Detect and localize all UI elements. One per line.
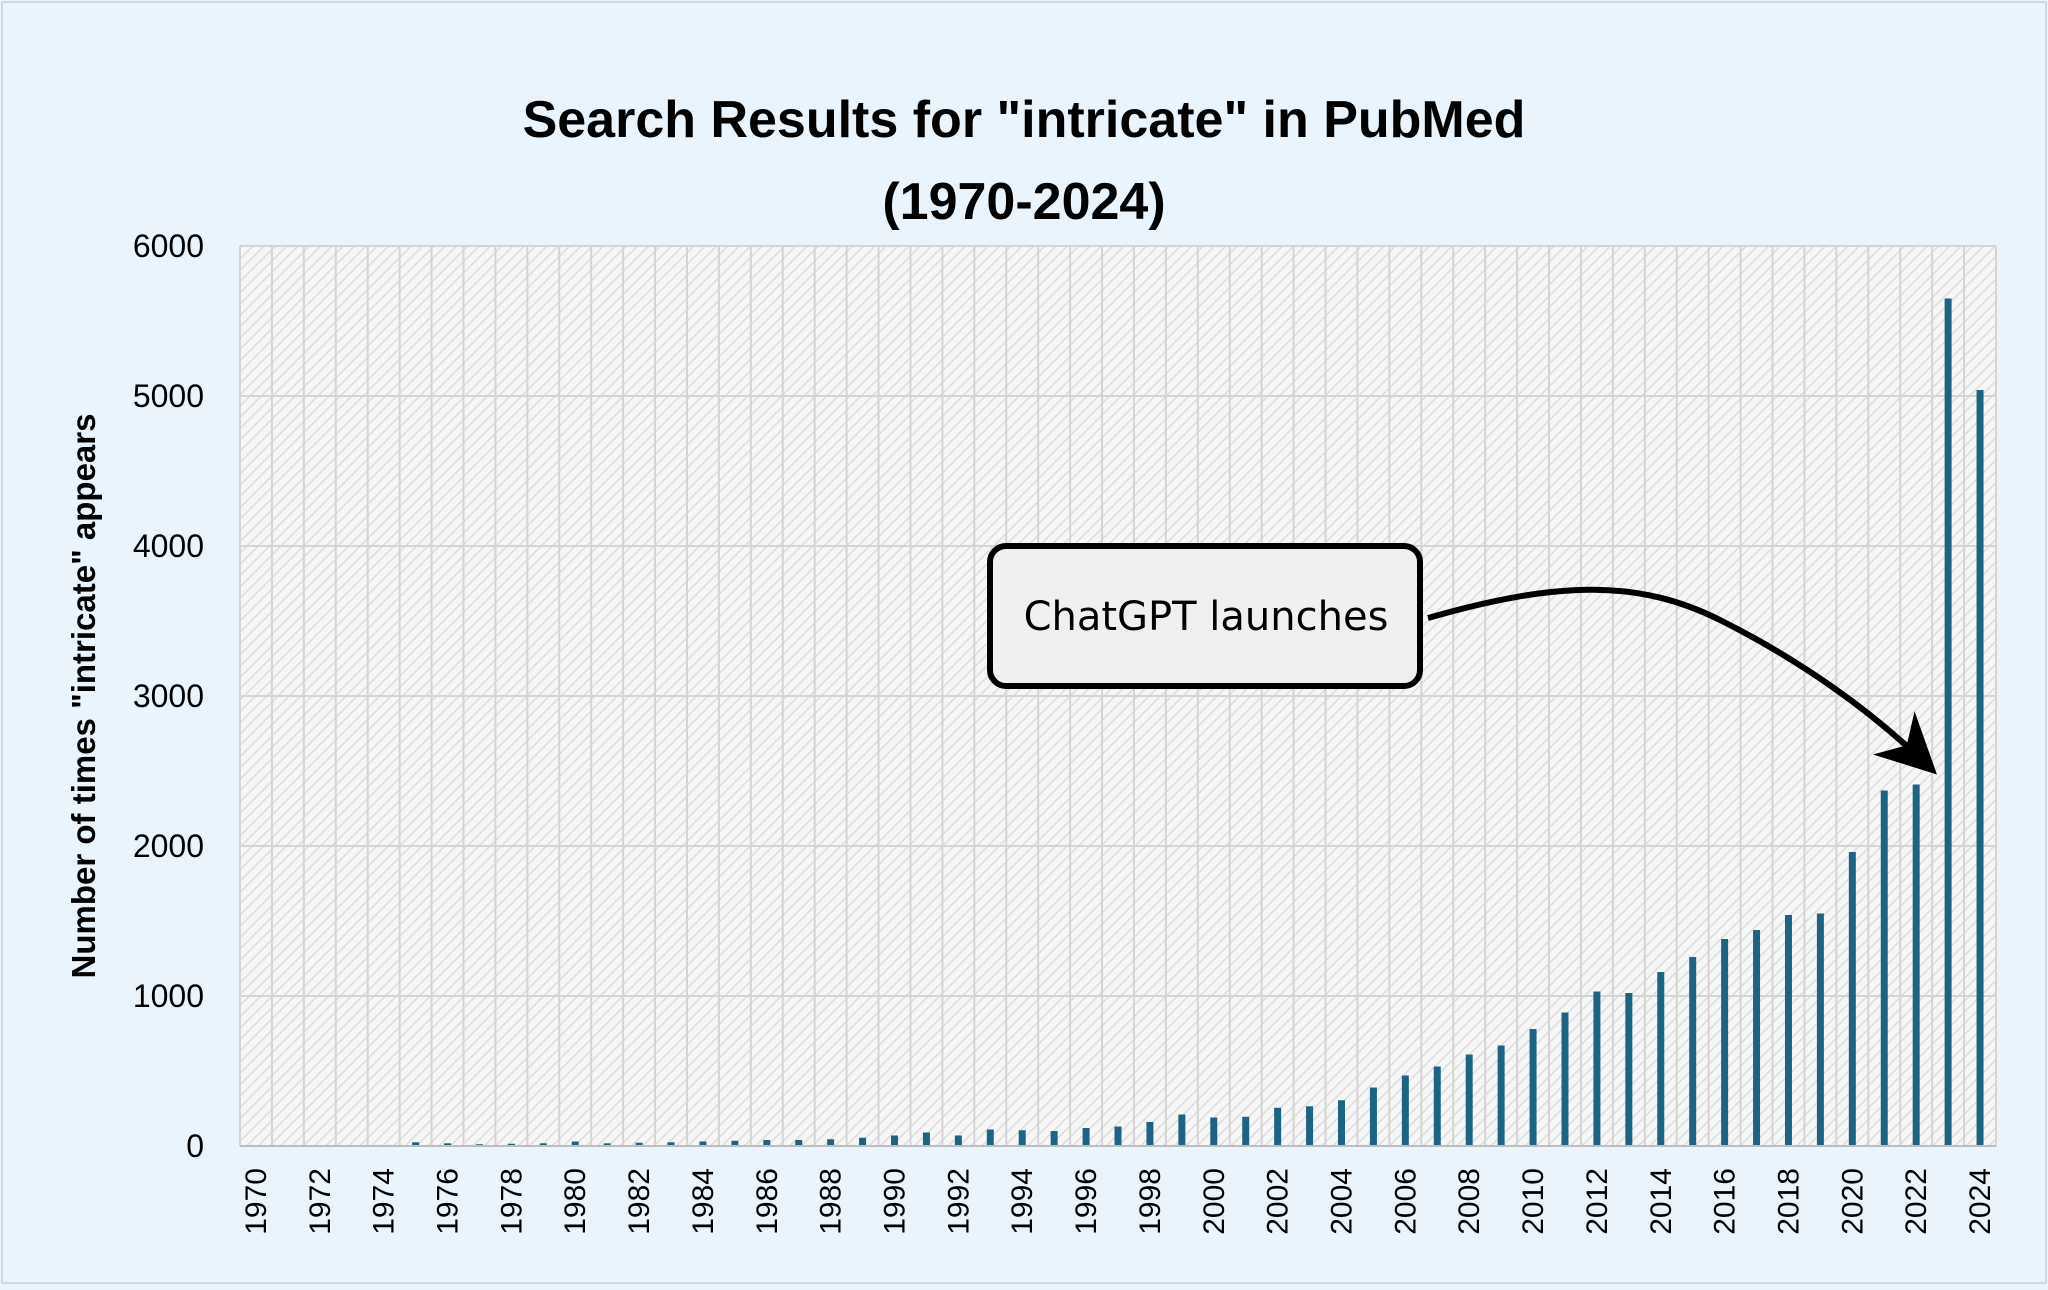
x-tick-label: 1974 [368, 1168, 401, 1235]
x-tick-label: 1994 [1006, 1168, 1039, 1235]
x-tick-label: 2006 [1389, 1168, 1422, 1235]
x-tick-label: 2002 [1262, 1168, 1295, 1235]
annotation-box [987, 543, 1423, 689]
bar-2014 [1657, 972, 1665, 1146]
bar-2015 [1689, 957, 1697, 1146]
x-tick-label: 1978 [495, 1168, 528, 1235]
bar-2011 [1561, 1012, 1569, 1146]
bar-2003 [1306, 1106, 1314, 1146]
bar-2013 [1625, 993, 1633, 1146]
x-tick-label: 1990 [879, 1168, 912, 1235]
x-tick-labels: 1970 1972 1974 1976 1978 1980 1982 1984 1986 1988… [240, 1168, 1997, 1235]
x-tick-label: 2010 [1517, 1168, 1550, 1235]
x-tick-label: 2004 [1325, 1168, 1358, 1235]
bar-2023 [1944, 298, 1952, 1146]
bar-1988 [827, 1139, 835, 1146]
x-tick-label: 1988 [815, 1168, 848, 1235]
bar-1998 [1146, 1122, 1154, 1146]
bar-2005 [1369, 1087, 1377, 1146]
x-tick-label: 1992 [942, 1168, 975, 1235]
x-tick-label: 2008 [1453, 1168, 1486, 1235]
x-tick-label: 2020 [1836, 1168, 1869, 1235]
x-tick-label: 2018 [1772, 1168, 1805, 1235]
x-tick-label: 2012 [1581, 1168, 1614, 1235]
bar-1982 [635, 1142, 643, 1146]
bar-2002 [1274, 1107, 1282, 1146]
bar-1976 [444, 1143, 452, 1146]
bar-1990 [891, 1135, 899, 1146]
bar-1983 [667, 1142, 675, 1146]
x-tick-label: 1984 [687, 1168, 720, 1235]
bar-2004 [1337, 1100, 1345, 1146]
bar-1979 [539, 1143, 547, 1146]
annotation-text: ChatGPT launches [1024, 594, 1389, 640]
x-tick-label: 1980 [559, 1168, 592, 1235]
bar-2017 [1753, 930, 1761, 1146]
bar-1993 [986, 1129, 994, 1146]
x-tick-label: 1998 [1134, 1168, 1167, 1235]
y-tick-label: 0 [186, 1128, 204, 1164]
bar-2008 [1465, 1054, 1473, 1146]
bar-1999 [1178, 1114, 1186, 1146]
bar-2019 [1816, 913, 1824, 1146]
bar-1991 [922, 1132, 930, 1146]
y-tick-label: 3000 [133, 678, 204, 714]
bar-1994 [1018, 1130, 1026, 1146]
annotation-arrow [1427, 586, 1937, 775]
bar-1996 [1082, 1128, 1090, 1146]
x-tick-label: 2014 [1645, 1168, 1678, 1235]
y-tick-label: 4000 [133, 528, 204, 564]
bar-1992 [954, 1135, 962, 1146]
bar-2009 [1497, 1045, 1505, 1146]
x-tick-label: 2000 [1198, 1168, 1231, 1235]
x-tick-label: 1972 [304, 1168, 337, 1235]
bar-2001 [1242, 1116, 1250, 1146]
bar-1978 [507, 1143, 515, 1146]
y-tick-label: 2000 [133, 828, 204, 864]
chart-title: Search Results for "intricate" in PubMed [523, 91, 1526, 149]
bar-2010 [1529, 1029, 1537, 1146]
y-tick-label: 1000 [133, 978, 204, 1014]
x-tick-label: 2016 [1709, 1168, 1742, 1235]
bar-1997 [1114, 1126, 1122, 1146]
y-tick-labels: 0 1000 2000 3000 4000 5000 6000 [133, 228, 204, 1164]
bar-2000 [1210, 1117, 1218, 1146]
bar-1985 [731, 1140, 739, 1146]
bar-2024 [1976, 390, 1984, 1146]
y-tick-label: 6000 [133, 228, 204, 264]
x-gridlines [270, 246, 1966, 1146]
bar-1980 [571, 1141, 579, 1146]
x-tick-label: 2024 [1964, 1168, 1997, 1235]
bar-1995 [1050, 1131, 1058, 1146]
bar-2018 [1784, 915, 1792, 1146]
x-tick-label: 1996 [1070, 1168, 1103, 1235]
bar-1989 [859, 1137, 867, 1146]
chart-subtitle: (1970-2024) [882, 173, 1165, 231]
y-axis-label: Number of times "intricate" appears [65, 414, 102, 979]
y-tick-label: 5000 [133, 378, 204, 414]
bars [412, 298, 1984, 1146]
bar-2022 [1912, 784, 1920, 1146]
x-tick-label: 1986 [751, 1168, 784, 1235]
bar-2007 [1433, 1066, 1441, 1146]
x-tick-label: 1976 [432, 1168, 465, 1235]
x-tick-label: 2022 [1900, 1168, 1933, 1235]
x-tick-label: 1982 [623, 1168, 656, 1235]
bar-2021 [1880, 790, 1888, 1146]
bar-2020 [1848, 852, 1856, 1146]
bar-1981 [603, 1143, 611, 1146]
bar-2012 [1593, 991, 1601, 1146]
bar-2016 [1721, 939, 1729, 1146]
bar-1984 [699, 1141, 707, 1146]
bar-1986 [763, 1140, 771, 1146]
bar-1987 [795, 1140, 803, 1146]
annotation: ChatGPT launches [987, 543, 1937, 775]
bar-1975 [412, 1142, 420, 1146]
bar-2006 [1401, 1075, 1409, 1146]
x-tick-label: 1970 [240, 1168, 273, 1235]
